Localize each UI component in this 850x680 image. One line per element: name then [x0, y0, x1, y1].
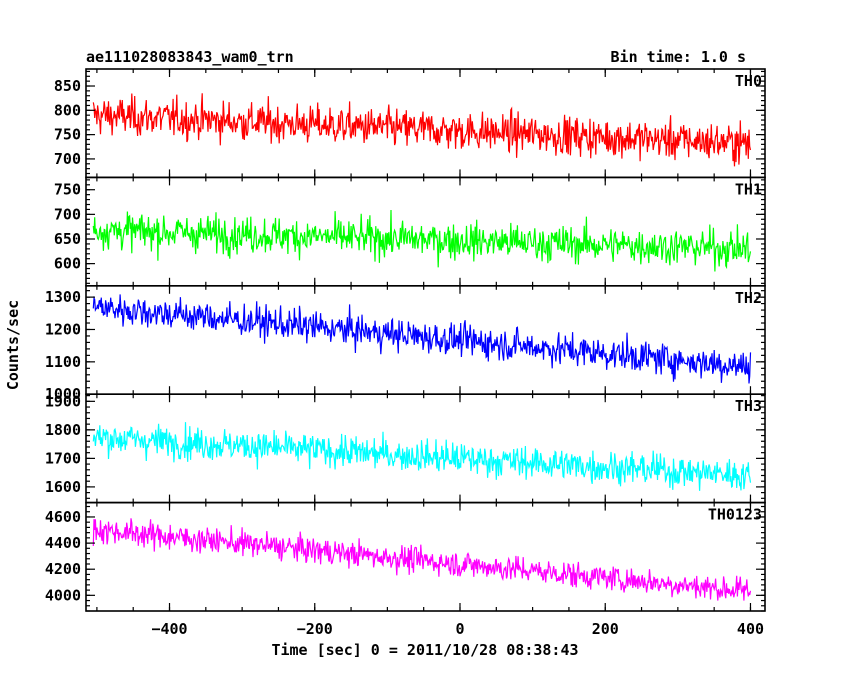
panel-th0: 700 750 800 850 TH0	[54, 68, 766, 179]
x-tick-labels: −400 −200 0 200 400	[151, 620, 764, 638]
chart-title: ae111028083843_wam0_trn	[86, 48, 294, 66]
x-axis-label: Time [sec] 0 = 2011/10/28 08:38:43	[271, 641, 578, 659]
y-tick-label: 800	[54, 101, 81, 119]
panel-th2: 1000 1100 1200 1300 TH2	[45, 284, 766, 403]
y-tick-label: 600	[54, 255, 81, 273]
panel-label: TH2	[735, 289, 762, 307]
y-tick-label: 750	[54, 181, 81, 199]
y-tick-label: 700	[54, 205, 81, 223]
x-tick-label: 400	[737, 620, 764, 638]
y-tick-label: 1300	[45, 288, 81, 306]
y-tick-label: 1800	[45, 421, 81, 439]
panel-frame	[85, 501, 766, 612]
series-th3	[92, 422, 752, 491]
x-tick-label: −400	[151, 620, 187, 638]
y-tick-label: 1600	[45, 478, 81, 496]
panel-label: TH0	[735, 72, 762, 90]
y-tick-label: 4200	[45, 560, 81, 578]
y-tick-label: 650	[54, 230, 81, 248]
y-tick-label: 4000	[45, 586, 81, 604]
series-th2	[92, 294, 752, 384]
y-tick-label: 700	[54, 150, 81, 168]
y-tick-label: 1000	[45, 385, 81, 403]
x-tick-label: −200	[297, 620, 333, 638]
bin-time-label: Bin time: 1.0 s	[611, 48, 746, 66]
y-tick-label: 850	[54, 77, 81, 95]
x-tick-label: 200	[592, 620, 619, 638]
panel-th0123: 4000 4200 4400 4600 TH0123	[45, 501, 766, 612]
panel-label: TH0123	[708, 506, 762, 524]
series-th1	[92, 209, 752, 272]
y-tick-label: 1700	[45, 449, 81, 467]
y-tick-label: 1100	[45, 353, 81, 371]
y-tick-label: 1200	[45, 320, 81, 338]
y-tick-label: 750	[54, 126, 81, 144]
series-th0	[92, 93, 752, 167]
y-axis-label: Counts/sec	[4, 300, 22, 390]
y-tick-label: 4400	[45, 534, 81, 552]
x-tick-label: 0	[455, 620, 464, 638]
series-th0123	[92, 518, 752, 601]
panel-label: TH1	[735, 180, 762, 198]
panel-th3: 1600 1700 1800 1900 TH3	[45, 392, 766, 504]
panels-group: 700 750 800 850 TH0 600 650 700 750 TH1 1000 1100 12…	[45, 68, 766, 612]
panel-label: TH3	[735, 397, 762, 415]
y-tick-label: 4600	[45, 508, 81, 526]
y-tick-label: 1900	[45, 392, 81, 410]
panel-th1: 600 650 700 750 TH1	[54, 176, 766, 287]
